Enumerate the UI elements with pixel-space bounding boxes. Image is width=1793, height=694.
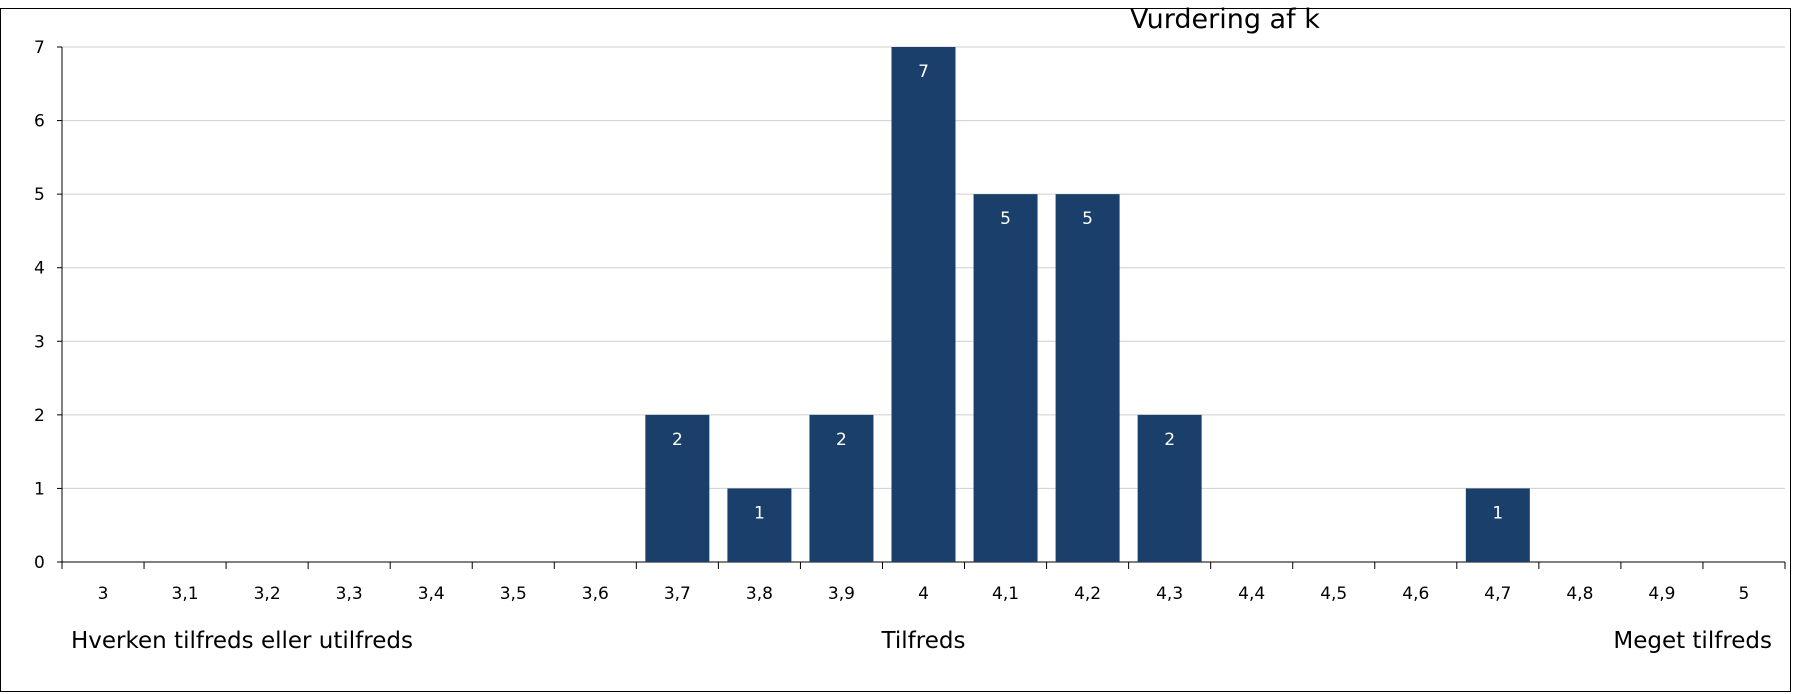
x-tick-label: 4,9 [1648, 584, 1675, 604]
x-tick-label: 4,8 [1566, 584, 1593, 604]
data-label: 2 [1164, 430, 1175, 450]
data-label: 5 [1082, 209, 1093, 229]
y-tick-label: 0 [34, 553, 45, 573]
group-label-very-satisfied: Meget tilfreds [1613, 628, 1772, 654]
bar [891, 47, 956, 562]
bar [1137, 414, 1202, 562]
bar [973, 194, 1038, 562]
data-label: 2 [836, 430, 847, 450]
x-tick-label: 4,2 [1074, 584, 1101, 604]
data-label: 1 [754, 503, 765, 523]
x-tick-label: 3,3 [336, 584, 363, 604]
chart-title: Vurdering af k [1130, 4, 1320, 35]
x-tick-label: 3,9 [828, 584, 855, 604]
y-tick-label: 1 [34, 479, 45, 499]
x-tick-label: 4,5 [1320, 584, 1347, 604]
x-tick-label: 4,3 [1156, 584, 1183, 604]
y-tick-label: 6 [34, 112, 45, 132]
data-label: 1 [1492, 503, 1503, 523]
x-tick-label: 3,1 [172, 584, 199, 604]
group-label-neutral: Hverken tilfreds eller utilfreds [71, 628, 413, 654]
y-tick-label: 3 [34, 332, 45, 352]
x-tick-label: 4,7 [1484, 584, 1511, 604]
x-tick-label: 4 [918, 584, 929, 604]
bar [727, 488, 792, 562]
x-tick-label: 3 [98, 584, 109, 604]
x-tick-label: 4,4 [1238, 584, 1265, 604]
y-tick-label: 4 [34, 259, 45, 279]
labels: 0 1 2 3 4 5 6 7 3 3,1 3,2 3,3 3,4 3,5 3,6 2 3,7 1 3,8 2 3,9 7… [34, 38, 1772, 654]
bars [645, 47, 1530, 562]
bar [1465, 488, 1530, 562]
x-tick-label: 5 [1739, 584, 1750, 604]
y-tick-label: 5 [34, 185, 45, 205]
data-label: 5 [1000, 209, 1011, 229]
data-label: 2 [672, 430, 683, 450]
x-tick-label: 3,5 [500, 584, 527, 604]
x-tick-label: 4,1 [992, 584, 1019, 604]
x-tick-label: 3,4 [418, 584, 445, 604]
x-tick-label: 3,7 [664, 584, 691, 604]
bar [1055, 194, 1120, 562]
x-tick-label: 3,6 [582, 584, 609, 604]
x-tick-label: 3,2 [254, 584, 281, 604]
group-label-satisfied: Tilfreds [881, 628, 966, 654]
y-tick-label: 7 [34, 38, 45, 58]
data-label: 7 [918, 62, 929, 82]
x-tick-label: 3,8 [746, 584, 773, 604]
y-tick-label: 2 [34, 406, 45, 426]
bar [645, 414, 710, 562]
bar [809, 414, 874, 562]
x-tick-label: 4,6 [1402, 584, 1429, 604]
